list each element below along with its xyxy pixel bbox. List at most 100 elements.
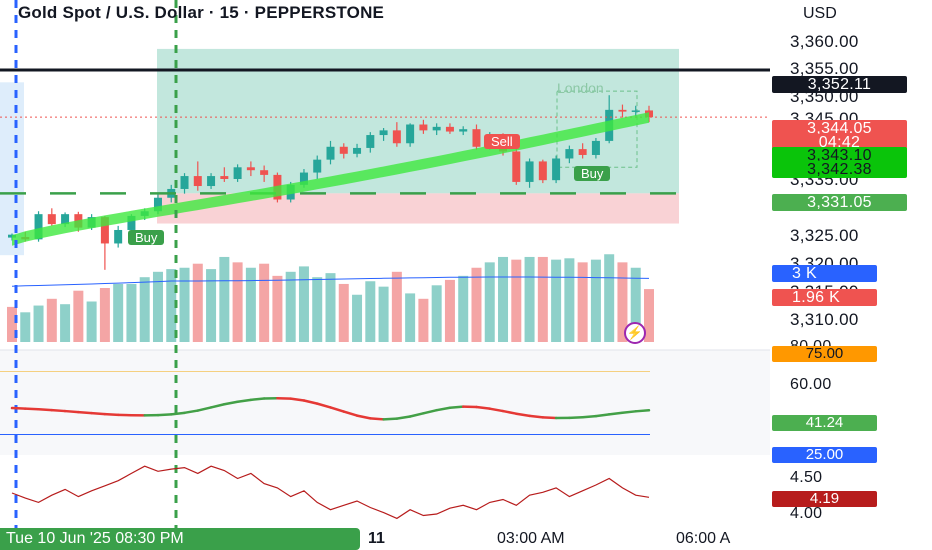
volume-bar xyxy=(537,256,548,342)
volume-bar xyxy=(498,256,509,342)
volume-bar xyxy=(644,289,654,342)
osc-line-segment xyxy=(315,402,332,409)
candle-body xyxy=(631,110,640,112)
volume-bar xyxy=(259,263,270,342)
volume-bar xyxy=(86,301,97,342)
volume-bar xyxy=(325,273,336,342)
candle-body xyxy=(406,124,415,144)
volume-bar xyxy=(577,262,588,342)
volume-bar xyxy=(113,283,124,342)
candle-body xyxy=(472,129,481,147)
osc-line-segment xyxy=(90,411,107,416)
osc-line-segment xyxy=(634,409,651,413)
volume-bar xyxy=(590,259,601,342)
volume-bar xyxy=(245,267,256,342)
osc-upper-badge: 75.00 xyxy=(772,346,877,362)
osc-line-segment xyxy=(103,412,120,417)
volume-bar xyxy=(20,312,31,342)
osc-line-segment xyxy=(63,409,80,414)
candle-body xyxy=(432,126,441,131)
osc-line-segment xyxy=(170,411,186,416)
candle-body xyxy=(565,149,574,159)
candle-body xyxy=(233,167,242,179)
volume-bar xyxy=(285,271,296,342)
ask-badge: 3,342.38 xyxy=(772,161,907,178)
candle-body xyxy=(525,161,534,182)
time-tick: 11 xyxy=(368,530,385,547)
chart-title: Gold Spot / U.S. Dollar · 15 · PEPPERSTO… xyxy=(18,3,385,22)
bid-badge: 3,343.10 xyxy=(772,147,907,164)
osc-line-segment xyxy=(355,414,372,420)
volume-bar xyxy=(365,281,376,342)
osc-line-segment xyxy=(24,407,40,411)
volume-bar xyxy=(60,304,71,342)
volume-bar xyxy=(484,262,495,342)
osc-line-segment xyxy=(289,397,306,402)
candle-body xyxy=(618,109,627,112)
volume-bar xyxy=(219,256,230,342)
osc-line-segment xyxy=(422,408,438,415)
lower-tick: 4.00 xyxy=(790,505,823,522)
volume-bar xyxy=(298,266,309,342)
flash-icon[interactable]: ⚡ xyxy=(624,322,646,344)
buy-signal-label[interactable]: Buy xyxy=(128,230,165,245)
buy-signal-label[interactable]: Buy xyxy=(574,166,611,181)
lower-tick: 4.50 xyxy=(790,469,823,486)
osc-line-segment xyxy=(156,413,173,417)
candle-body xyxy=(180,176,189,189)
volume-bar xyxy=(139,277,150,342)
candle-body xyxy=(366,135,375,148)
candle-body xyxy=(246,167,255,171)
session-label: London xyxy=(557,80,604,96)
volume-bar xyxy=(511,259,522,342)
volume-bar xyxy=(630,267,641,342)
oscillator-pane xyxy=(0,350,770,455)
osc-line-segment xyxy=(236,398,253,403)
volume-bar xyxy=(179,267,190,342)
candle-body xyxy=(419,124,428,131)
osc-line-segment xyxy=(528,414,545,419)
volume-bar xyxy=(99,288,110,342)
time-cursor-label: Tue 10 Jun '25 08:30 PM xyxy=(0,528,360,550)
price-tick: 3,355.00 xyxy=(790,59,859,78)
volume-badge: 1.96 K xyxy=(772,289,877,306)
osc-line-segment xyxy=(329,406,346,413)
volume-bar xyxy=(232,262,243,342)
osc-line-segment xyxy=(382,417,399,421)
osc-line-segment xyxy=(435,406,452,412)
candle-body xyxy=(552,158,561,181)
volume-bar xyxy=(73,290,84,342)
candle-body xyxy=(299,172,308,185)
osc-line-segment xyxy=(50,408,67,413)
volume-bar xyxy=(391,271,402,342)
osc-line-segment xyxy=(249,397,266,402)
osc-line-segment xyxy=(488,407,505,413)
volume-bar xyxy=(7,306,17,342)
volume-bar xyxy=(126,283,137,342)
osc-line-segment xyxy=(37,408,54,412)
candle-body xyxy=(34,214,43,240)
osc-line-segment xyxy=(621,410,637,414)
sell-signal-label[interactable]: Sell xyxy=(484,134,520,149)
osc-line-segment xyxy=(302,399,319,405)
osc-line-segment xyxy=(515,412,531,418)
candle-body xyxy=(591,140,600,155)
osc-tick: 60.00 xyxy=(790,376,832,393)
volume-bar xyxy=(564,258,575,342)
osc-line-segment xyxy=(183,409,200,415)
volume-bar xyxy=(471,267,482,342)
candle-body xyxy=(207,176,216,187)
candle-body xyxy=(260,170,269,175)
volume-bar xyxy=(378,286,389,342)
osc-line-segment xyxy=(10,406,27,410)
candle-body xyxy=(512,151,521,182)
osc-line-segment xyxy=(196,406,213,412)
time-tick: 06:00 A xyxy=(676,530,731,547)
osc-line-segment xyxy=(77,410,93,415)
candle-body xyxy=(100,217,109,244)
volume-bar xyxy=(524,256,535,342)
volume-bar xyxy=(46,298,57,342)
osc-line-segment xyxy=(607,411,624,416)
